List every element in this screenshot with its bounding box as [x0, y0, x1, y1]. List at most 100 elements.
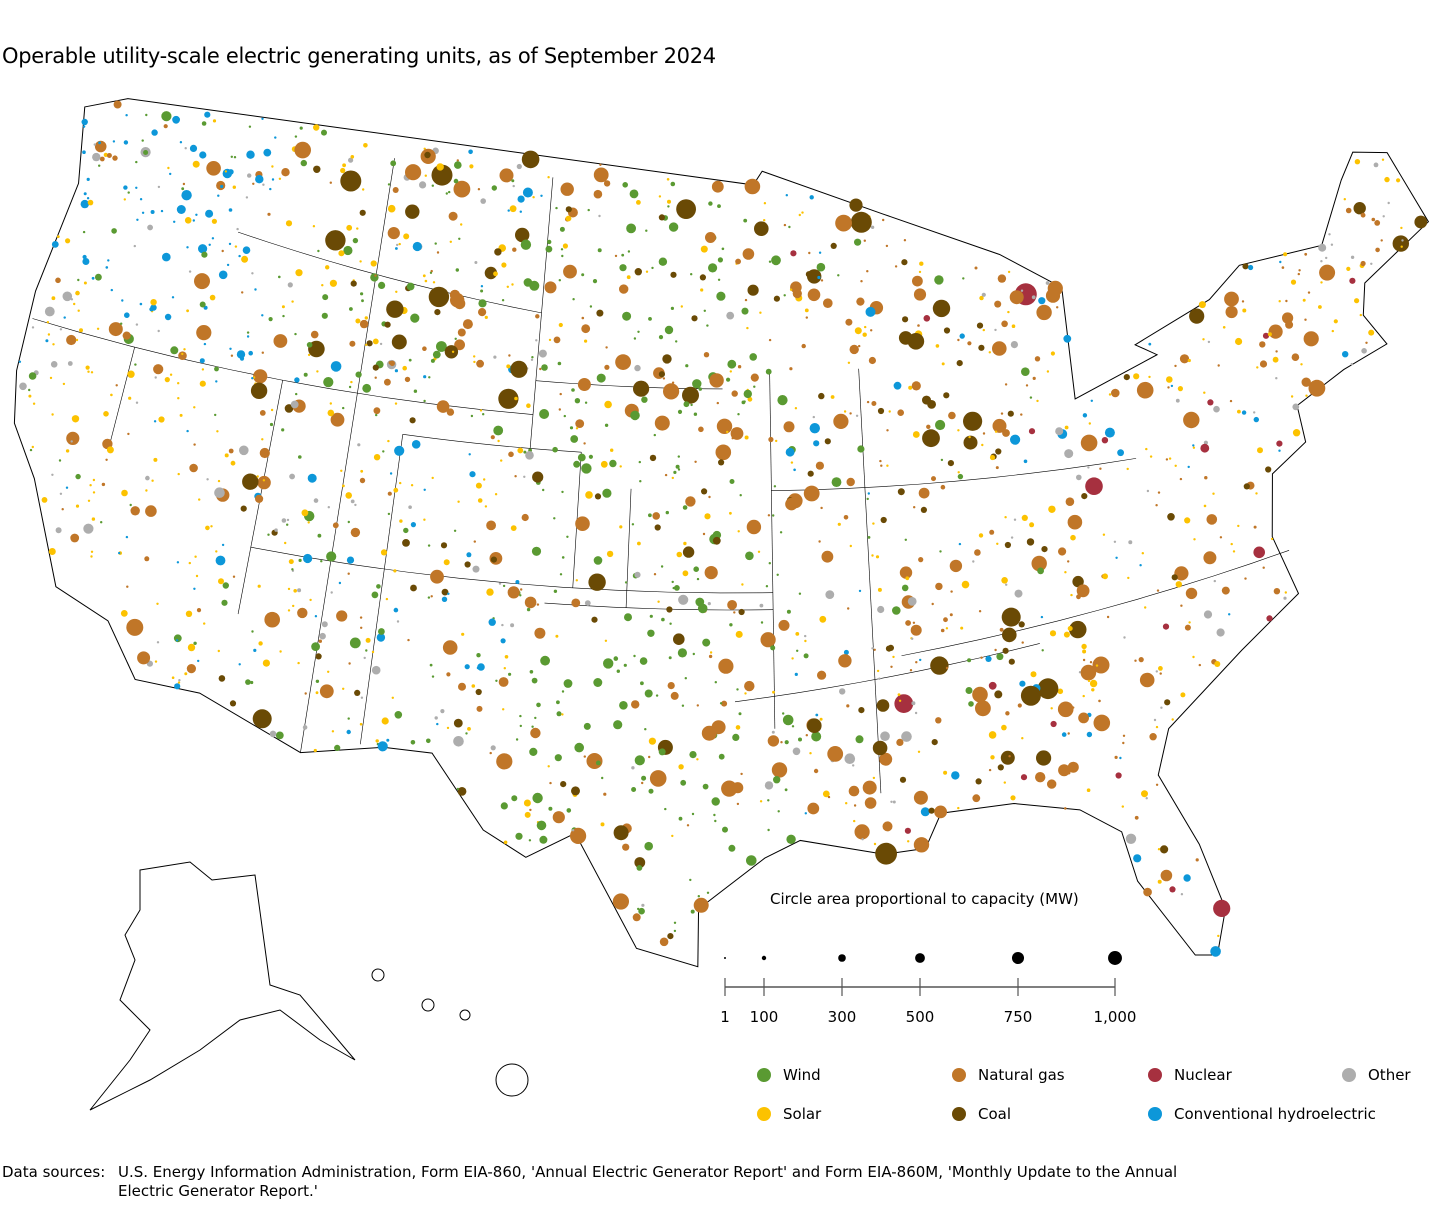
generator-dot-conventional-hydroelectric: [253, 648, 257, 653]
generator-dot-conventional-hydroelectric: [186, 429, 189, 433]
generator-dot-natural-gas: [967, 341, 972, 346]
generator-dot-solar: [364, 316, 368, 320]
generator-dot-wind: [282, 314, 285, 318]
generator-dot-other: [538, 349, 547, 358]
generator-dot-solar: [1088, 422, 1092, 425]
generator-dot-other: [396, 620, 400, 623]
generator-dot-other: [313, 498, 319, 503]
generator-dot-conventional-hydroelectric: [468, 149, 473, 155]
generator-dot-wind: [1021, 367, 1030, 377]
generator-dot-other: [510, 623, 515, 628]
generator-dot-solar: [905, 576, 910, 581]
generator-dot-solar: [451, 350, 455, 353]
generator-dot-conventional-hydroelectric: [118, 551, 121, 555]
generator-dot-coal: [218, 675, 226, 682]
generator-dot-conventional-hydroelectric: [123, 185, 128, 190]
generator-dot-conventional-hydroelectric: [1279, 260, 1282, 264]
generator-dot-wind: [552, 446, 558, 453]
generator-dot-conventional-hydroelectric: [985, 655, 992, 663]
state-border: [544, 602, 774, 611]
generator-dot-other: [1145, 797, 1148, 800]
generator-dot-natural-gas: [593, 189, 603, 199]
generator-dot-natural-gas: [571, 598, 581, 608]
generator-dot-other: [877, 605, 885, 614]
generator-dot-coal: [876, 699, 890, 712]
generator-dot-natural-gas: [252, 182, 255, 185]
generator-dot-natural-gas: [1064, 807, 1067, 810]
generator-dot-natural-gas: [1080, 664, 1097, 681]
generator-dot-natural-gas: [818, 540, 821, 543]
generator-dot-conventional-hydroelectric: [174, 683, 181, 690]
generator-dot-wind: [361, 299, 364, 303]
generator-dot-natural-gas: [581, 316, 585, 320]
generator-dot-natural-gas: [1221, 586, 1230, 595]
generator-dot-solar: [261, 438, 264, 441]
generator-dot-natural-gas: [999, 627, 1004, 632]
generator-dot-wind: [743, 389, 752, 399]
generator-dot-wind: [478, 299, 487, 308]
generator-dot-wind: [621, 253, 625, 257]
generator-dot-other: [236, 227, 239, 231]
generator-dot-natural-gas: [1275, 350, 1278, 353]
state-border: [901, 550, 1290, 657]
state-border: [300, 158, 395, 753]
generator-dot-conventional-hydroelectric: [218, 270, 228, 280]
generator-dot-natural-gas: [615, 354, 631, 370]
generator-dot-natural-gas: [446, 408, 455, 416]
generator-dot-conventional-hydroelectric: [172, 115, 181, 124]
generator-dot-wind: [556, 711, 562, 717]
generator-dot-solar: [103, 411, 109, 417]
generator-dot-solar: [363, 143, 368, 148]
generator-dot-natural-gas: [949, 613, 953, 617]
generator-dot-solar: [150, 299, 157, 306]
generator-dot-solar: [636, 200, 641, 205]
generator-dot-wind: [648, 788, 654, 794]
generator-dot-conventional-hydroelectric: [785, 194, 788, 197]
generator-dot-natural-gas: [1076, 584, 1090, 598]
generator-dot-natural-gas: [913, 288, 927, 301]
generator-dot-natural-gas: [1005, 711, 1010, 716]
generator-dot-solar: [164, 377, 170, 383]
generator-dot-wind: [648, 317, 652, 321]
generator-dot-coal: [484, 266, 498, 280]
generator-dot-solar: [610, 448, 614, 452]
generator-dot-nuclear: [1276, 440, 1283, 447]
generator-dot-conventional-hydroelectric: [139, 198, 143, 201]
generator-dot-wind: [593, 556, 603, 565]
generator-dot-wind: [555, 206, 558, 210]
legend-label: Other: [1368, 1066, 1411, 1084]
generator-dot-natural-gas: [698, 426, 704, 433]
generator-dot-wind: [534, 716, 537, 720]
generator-dot-conventional-hydroelectric: [517, 195, 525, 203]
generator-dot-wind: [291, 568, 294, 571]
generator-dot-conventional-hydroelectric: [261, 314, 264, 317]
generator-dot-natural-gas: [55, 277, 61, 284]
generator-dot-natural-gas: [476, 705, 483, 712]
generator-dot-wind: [901, 584, 909, 592]
generator-dot-solar: [1305, 394, 1308, 397]
generator-dot-solar: [262, 659, 270, 667]
generator-dot-natural-gas: [387, 491, 392, 496]
generator-dot-solar: [741, 583, 744, 586]
generator-dot-natural-gas: [1319, 264, 1336, 281]
generator-dot-wind: [630, 410, 640, 421]
generator-dot-wind: [670, 306, 675, 310]
generator-dot-wind: [134, 363, 137, 366]
generator-dot-solar: [371, 650, 375, 654]
generator-dot-natural-gas: [1155, 504, 1158, 507]
generator-dot-wind: [677, 468, 681, 471]
generator-dot-solar: [1003, 781, 1006, 784]
generator-dot-conventional-hydroelectric: [1342, 351, 1349, 358]
generator-dot-natural-gas: [359, 477, 366, 484]
generator-dot-wind: [145, 113, 148, 117]
generator-dot-nuclear: [923, 315, 931, 322]
generator-dot-wind: [456, 787, 460, 791]
generator-dot-natural-gas: [1134, 659, 1137, 662]
generator-dot-natural-gas: [446, 672, 451, 677]
generator-dot-solar: [234, 245, 238, 248]
generator-dot-wind: [547, 239, 552, 245]
generator-dot-coal: [1069, 620, 1087, 639]
generator-dot-conventional-hydroelectric: [271, 178, 275, 181]
generator-dot-solar: [1121, 805, 1125, 808]
generator-dot-solar: [917, 750, 921, 753]
